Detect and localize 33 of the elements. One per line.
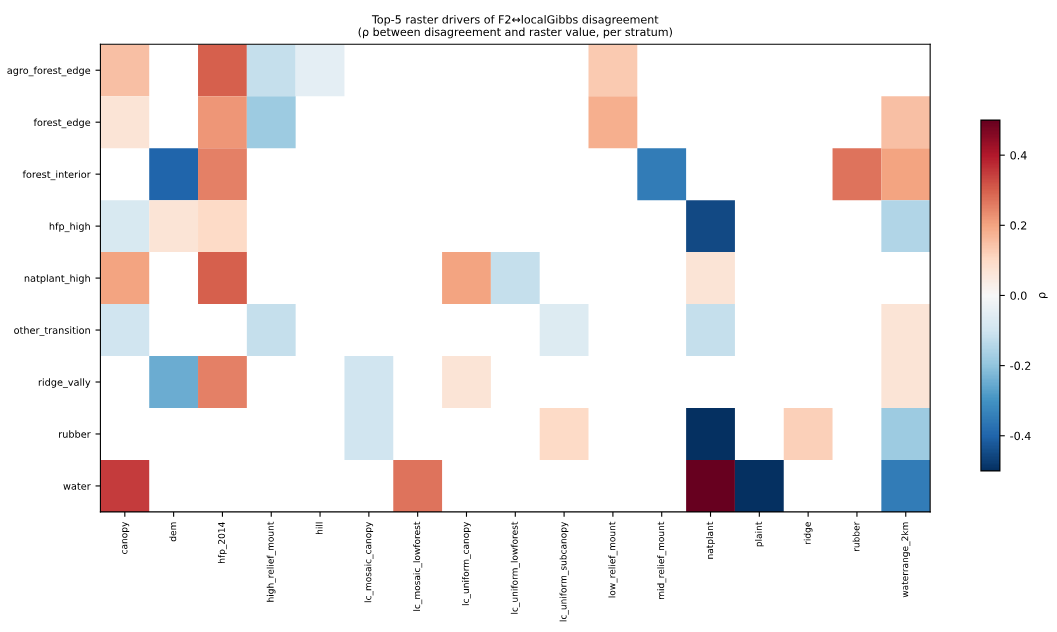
color-bar-label: -0.2 — [1010, 361, 1031, 370]
x-tick-label: lc_uniform_lowforest — [510, 521, 520, 614]
color-bar-label: 0.2 — [1010, 221, 1027, 230]
x-tick-label: lc_uniform_subcanopy — [559, 521, 569, 622]
y-tick-label: agro_forest_edge — [7, 66, 91, 77]
y-tick-label: hfp_high — [49, 222, 90, 233]
y-tick-label: other_transition — [14, 326, 90, 337]
chart-title: Top-5 raster drivers of F2↔localGibbs disagreement (ρ between disagreement and raster value, per stratum) — [358, 15, 672, 39]
x-tick-label: lc_uniform_canopy — [461, 521, 471, 606]
x-tick-label: ridge — [803, 522, 813, 545]
x-tick-label: rubber — [852, 521, 860, 551]
y-tick-label: forest_edge — [33, 118, 91, 129]
x-tick-label: lc_mosaic_canopy — [364, 521, 374, 603]
x-tick-label: dem — [169, 522, 177, 542]
x-tick-label: hill — [315, 522, 323, 535]
color-bar-label: -0.4 — [1010, 431, 1031, 441]
x-tick-label: high_relief_mount — [266, 521, 276, 602]
x-tick-label: mid_relief_mount — [657, 521, 667, 599]
x-tick-label: waterrange_2km — [901, 522, 911, 598]
x-tick-label: canopy — [122, 521, 130, 554]
color-bar-title: ρ — [1039, 292, 1048, 298]
x-tick-label: natplant — [706, 521, 715, 559]
x-tick-label: low_relief_mount — [608, 521, 618, 598]
y-tick-label: forest_interior — [22, 170, 91, 181]
x-tick-label: lc_mosaic_lowforest — [413, 521, 423, 611]
color-bar-label: 0.4 — [1010, 151, 1027, 160]
y-tick-label: water — [63, 482, 91, 490]
x-tick-label: hfp_2014 — [217, 522, 227, 563]
y-tick-label: rubber — [59, 430, 91, 438]
color-bar-label: 0.0 — [1010, 291, 1027, 300]
y-tick-label: natplant_high — [24, 274, 90, 285]
x-tick-label: plaint — [754, 521, 764, 547]
y-tick-label: ridge_vally — [38, 378, 91, 388]
